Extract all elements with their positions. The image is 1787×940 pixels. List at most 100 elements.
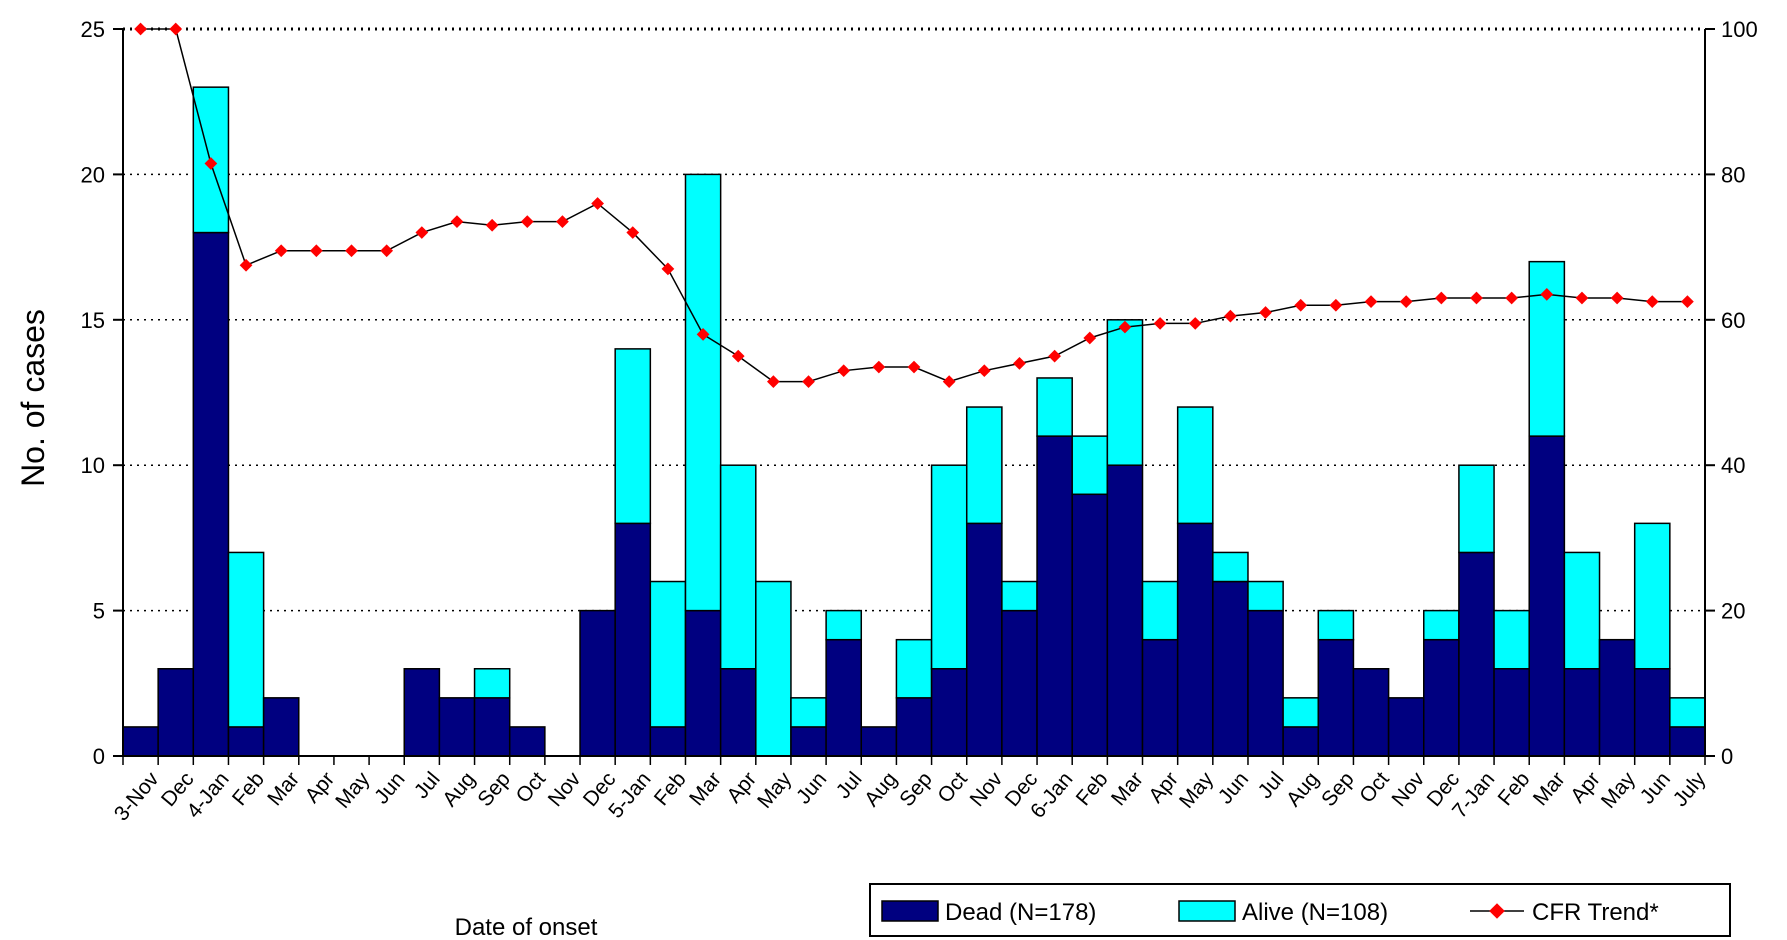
x-tick-label: Nov bbox=[544, 767, 586, 811]
x-tick-label: Aug bbox=[438, 768, 480, 811]
x-tick-label: Sep bbox=[473, 768, 515, 811]
bar-dead bbox=[1528, 435, 1566, 757]
y-tick-label: 5 bbox=[93, 599, 105, 624]
bar-dead bbox=[1387, 697, 1425, 757]
bar-dead bbox=[649, 726, 687, 757]
x-tick-label: Apr bbox=[722, 768, 761, 808]
x-tick-label: Feb bbox=[1072, 768, 1113, 811]
y2-tick-label: 0 bbox=[1721, 744, 1733, 769]
bar-dead bbox=[438, 697, 476, 757]
bar-dead bbox=[508, 726, 546, 757]
cfr-point bbox=[1681, 295, 1694, 308]
bar-alive bbox=[1036, 377, 1073, 437]
cfr-point bbox=[134, 22, 147, 36]
y-axis-title: No. of cases bbox=[15, 309, 51, 487]
bar-alive bbox=[1071, 435, 1109, 496]
legend-marker-cfr bbox=[1489, 903, 1505, 919]
bar-alive bbox=[755, 580, 792, 757]
cfr-point bbox=[907, 360, 921, 374]
bar-dead bbox=[1563, 668, 1601, 757]
bar-dead bbox=[614, 522, 652, 757]
bar-alive bbox=[1633, 522, 1671, 670]
cfr-point bbox=[239, 258, 253, 272]
x-tick-label: Sep bbox=[1317, 768, 1359, 811]
x-tick-label: May bbox=[331, 767, 374, 813]
bar-alive bbox=[684, 173, 722, 612]
axes bbox=[113, 28, 1715, 765]
x-tick-label: Feb bbox=[1494, 768, 1535, 811]
x-axis-title: Date of onset bbox=[455, 914, 598, 940]
bar-alive bbox=[1282, 697, 1320, 728]
legend-swatch-dead bbox=[881, 900, 939, 922]
bar-dead bbox=[192, 231, 230, 757]
legend-label-alive: Alive (N=108) bbox=[1242, 899, 1388, 926]
cfr-point bbox=[1083, 331, 1097, 345]
cfr-point bbox=[274, 244, 288, 258]
bar-alive bbox=[1669, 697, 1706, 728]
cfr-point bbox=[1153, 317, 1167, 330]
cfr-point bbox=[1294, 298, 1308, 312]
bar-dead bbox=[473, 697, 511, 757]
x-tick-label: Apr bbox=[1566, 768, 1605, 808]
bar-dead bbox=[1317, 638, 1355, 757]
x-tick-label: Apr bbox=[1144, 768, 1183, 808]
cfr-point bbox=[1610, 291, 1624, 305]
x-tick-label: May bbox=[1175, 767, 1218, 813]
bar-alive bbox=[1141, 580, 1179, 641]
x-tick-label: May bbox=[753, 767, 796, 813]
gridlines bbox=[123, 27, 1705, 612]
bar-alive bbox=[1247, 580, 1284, 612]
bar-dead bbox=[930, 668, 968, 757]
cfr-point bbox=[1259, 306, 1272, 319]
cfr-point bbox=[380, 244, 394, 258]
cfr-point bbox=[556, 215, 569, 229]
cfr-point bbox=[520, 215, 534, 229]
bar-dead bbox=[1176, 522, 1214, 757]
x-tick-label: Oct bbox=[1355, 768, 1394, 808]
bar-alive bbox=[1001, 580, 1038, 612]
bar-dead bbox=[1282, 726, 1320, 757]
cfr-point bbox=[345, 244, 358, 258]
cfr-point bbox=[1505, 291, 1519, 305]
cfr-point bbox=[767, 375, 780, 388]
bar-alive bbox=[1563, 551, 1601, 670]
bars bbox=[122, 86, 1706, 757]
bar-alive bbox=[895, 638, 933, 699]
cfr-point bbox=[415, 226, 429, 239]
x-tick-label: Nov bbox=[966, 767, 1008, 811]
bar-dead bbox=[719, 668, 757, 757]
bar-alive bbox=[719, 464, 757, 670]
y-tick-label: 25 bbox=[81, 17, 105, 42]
x-tick-label: May bbox=[1597, 767, 1640, 813]
x-tick-label: Jun bbox=[370, 768, 409, 809]
cfr-point bbox=[977, 364, 991, 378]
bar-dead bbox=[1669, 726, 1706, 757]
bar-dead bbox=[965, 522, 1003, 757]
cfr-point bbox=[942, 375, 956, 388]
x-tick-label: Mar bbox=[263, 768, 304, 810]
cfr-point bbox=[1399, 295, 1413, 308]
bar-dead bbox=[1352, 668, 1390, 757]
x-tick-label: Oct bbox=[512, 768, 551, 808]
bar-dead bbox=[1633, 668, 1671, 757]
bar-dead bbox=[262, 697, 300, 757]
cfr-point bbox=[802, 375, 815, 388]
y2-tick-label: 20 bbox=[1721, 599, 1745, 624]
bar-dead bbox=[790, 726, 827, 757]
bar-alive bbox=[825, 609, 863, 641]
bar-alive bbox=[965, 406, 1003, 525]
cfr-point bbox=[1224, 309, 1237, 323]
bar-dead bbox=[1212, 580, 1249, 757]
bar-alive bbox=[1493, 609, 1530, 670]
cfr-point bbox=[169, 22, 183, 36]
cfr-point bbox=[1575, 291, 1589, 305]
cfr-point bbox=[309, 244, 323, 258]
cfr-point bbox=[1645, 295, 1659, 308]
bar-alive bbox=[1423, 609, 1460, 641]
x-tick-label: Jun bbox=[1214, 768, 1253, 809]
y-tick-label: 20 bbox=[81, 162, 105, 187]
legend-swatch-alive bbox=[1178, 900, 1236, 922]
bar-alive bbox=[790, 697, 827, 728]
y-tick-label: 0 bbox=[93, 744, 105, 769]
